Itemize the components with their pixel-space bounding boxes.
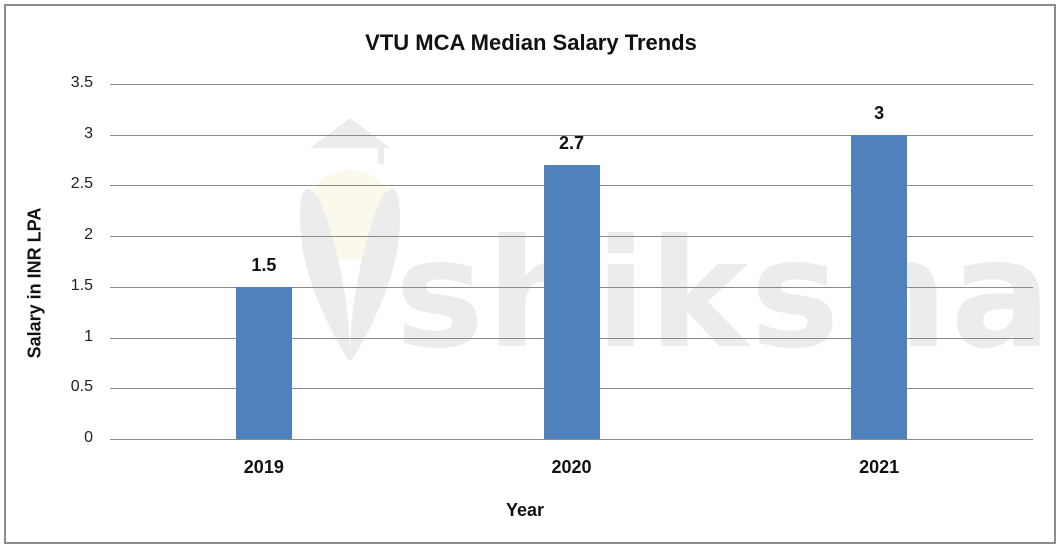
y-tick-label: 1 <box>84 327 93 345</box>
data-label: 2.7 <box>558 133 585 154</box>
data-label: 3 <box>874 102 885 123</box>
gridline <box>110 439 1033 440</box>
x-tick-label: 2021 <box>859 457 900 477</box>
y-tick-label: 3.5 <box>70 74 93 91</box>
y-tick-label: 2.5 <box>70 175 93 193</box>
y-tick-label: 1.5 <box>70 276 93 294</box>
bar-2019 <box>235 286 292 439</box>
bar-2020 <box>543 165 600 439</box>
bar-2021 <box>851 134 908 439</box>
y-tick-label: 0.5 <box>70 378 93 396</box>
plot-area: 0 0.5 1 1.5 2 2.5 3 3.5 1.5 2.7 3 <box>71 74 1033 446</box>
gridline <box>110 84 1033 85</box>
y-tick-label: 0 <box>84 429 93 446</box>
y-tick-label: 2 <box>84 226 93 244</box>
x-axis-label: Year <box>505 500 545 520</box>
watermark-text: shiksha <box>395 208 1054 382</box>
gridline <box>110 134 1033 136</box>
y-tick-label: 3 <box>84 124 93 142</box>
x-tick-label: 2019 <box>243 457 284 477</box>
data-label: 1.5 <box>251 254 277 275</box>
y-axis-label: Salary in INR LPA <box>24 207 45 359</box>
shiksha-logo-icon <box>300 118 400 360</box>
watermark: shiksha <box>290 110 1052 370</box>
chart-title: VTU MCA Median Salary Trends <box>365 30 697 55</box>
x-tick-label: 2020 <box>551 457 592 477</box>
